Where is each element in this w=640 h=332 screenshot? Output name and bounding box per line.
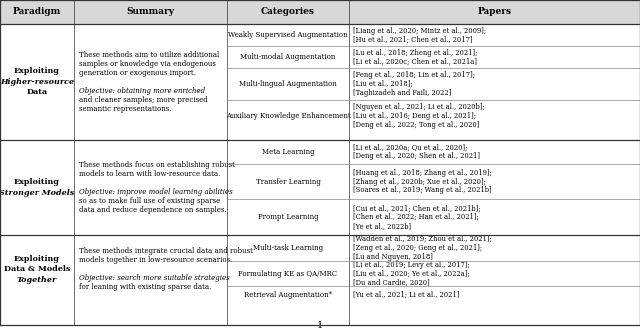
Text: Weakly Supervised Augmentation: Weakly Supervised Augmentation: [228, 31, 348, 39]
Text: Formulating KE as QA/MRC: Formulating KE as QA/MRC: [239, 270, 337, 278]
Text: generation or exogenous import.: generation or exogenous import.: [79, 69, 196, 77]
Text: [Deng et al., 2020; Shen et al., 2021]: [Deng et al., 2020; Shen et al., 2021]: [353, 152, 479, 160]
Text: [Liang et al., 2020; Mintz et al., 2009];: [Liang et al., 2020; Mintz et al., 2009]…: [353, 27, 486, 35]
Text: Objective: obtaining more enriched: Objective: obtaining more enriched: [79, 87, 205, 95]
Bar: [0, 0, 640, 24]
Text: Data: Data: [26, 88, 47, 96]
Text: [Zhang et al., 2020b; Xue et al., 2020];: [Zhang et al., 2020b; Xue et al., 2020];: [353, 178, 486, 186]
Text: [Li et al., 2019; Levy et al., 2017];: [Li et al., 2019; Levy et al., 2017];: [353, 261, 469, 269]
Text: [Deng et al., 2022; Tong et al., 2020]: [Deng et al., 2022; Tong et al., 2020]: [353, 121, 479, 129]
Text: Papers: Papers: [477, 7, 511, 17]
Text: Transfer Learning: Transfer Learning: [255, 178, 321, 186]
Text: Paradigm: Paradigm: [13, 7, 61, 17]
Text: Stronger Models: Stronger Models: [0, 189, 74, 197]
Text: Meta Learning: Meta Learning: [262, 148, 314, 156]
Text: [Taghizadeh and Faili, 2022]: [Taghizadeh and Faili, 2022]: [353, 89, 451, 97]
Text: Multi-lingual Augmentation: Multi-lingual Augmentation: [239, 80, 337, 88]
Text: Exploiting: Exploiting: [14, 178, 60, 186]
Text: Multi-task Learning: Multi-task Learning: [253, 244, 323, 252]
Text: These methods aim to utilize additional: These methods aim to utilize additional: [79, 51, 219, 59]
Text: These methods integrate crucial data and robust: These methods integrate crucial data and…: [79, 247, 253, 255]
Text: [Cui et al., 2021; Chen et al., 2021b];: [Cui et al., 2021; Chen et al., 2021b];: [353, 204, 480, 212]
Text: [Li et al., 2020c; Chen et al., 2021a]: [Li et al., 2020c; Chen et al., 2021a]: [353, 57, 477, 65]
Text: [Feng et al., 2018; Lin et al., 2017];: [Feng et al., 2018; Lin et al., 2017];: [353, 71, 475, 79]
Text: [Liu et al., 2018];: [Liu et al., 2018];: [353, 80, 412, 88]
Text: semantic representations.: semantic representations.: [79, 105, 172, 113]
Text: [Liu et al., 2016; Deng et al., 2021];: [Liu et al., 2016; Deng et al., 2021];: [353, 112, 476, 120]
Text: [Soares et al., 2019; Wang et al., 2021b]: [Soares et al., 2019; Wang et al., 2021b…: [353, 186, 492, 194]
Text: Multi-modal Augmentation: Multi-modal Augmentation: [240, 53, 336, 61]
Text: Objective: search more suitable strategies: Objective: search more suitable strategi…: [79, 274, 230, 282]
Text: [Liu et al., 2020; Ye et al., 2022a];: [Liu et al., 2020; Ye et al., 2022a];: [353, 270, 469, 278]
Text: [Zeng et al., 2020; Geng et al., 2021];: [Zeng et al., 2020; Geng et al., 2021];: [353, 244, 482, 252]
Text: [Lu et al., 2018; Zheng et al., 2021];: [Lu et al., 2018; Zheng et al., 2021];: [353, 48, 477, 56]
Text: [Du and Cardie, 2020]: [Du and Cardie, 2020]: [353, 279, 429, 287]
Text: [Hu et al., 2021; Chen et al., 2017]: [Hu et al., 2021; Chen et al., 2017]: [353, 35, 472, 43]
Text: Exploiting: Exploiting: [14, 67, 60, 75]
Text: and cleaner samples; more precised: and cleaner samples; more precised: [79, 96, 207, 104]
Text: Exploiting: Exploiting: [14, 255, 60, 263]
Text: samples or knowledge via endogenous: samples or knowledge via endogenous: [79, 60, 216, 68]
Text: [Li et al., 2020a; Qu et al., 2020];: [Li et al., 2020a; Qu et al., 2020];: [353, 143, 467, 151]
Text: 1: 1: [317, 321, 323, 330]
Text: Data & Models: Data & Models: [4, 265, 70, 273]
Text: Categories: Categories: [261, 7, 315, 17]
Text: Together: Together: [17, 276, 57, 284]
Text: for leaning with existing sparse data.: for leaning with existing sparse data.: [79, 283, 211, 291]
Text: Summary: Summary: [126, 7, 174, 17]
Text: These methods focus on establishing robust: These methods focus on establishing robu…: [79, 161, 235, 169]
Text: Auxiliary Knowledge Enhancement: Auxiliary Knowledge Enhancement: [226, 112, 350, 120]
Text: Retrieval Augmentation*: Retrieval Augmentation*: [244, 291, 332, 299]
Text: [Nguyen et al., 2021; Li et al., 2020b];: [Nguyen et al., 2021; Li et al., 2020b];: [353, 103, 484, 111]
Text: [Ye et al., 2022b]: [Ye et al., 2022b]: [353, 222, 411, 230]
Text: models together in low-resource scenarios.: models together in low-resource scenario…: [79, 256, 232, 264]
Text: [Lu and Nguyen, 2018]: [Lu and Nguyen, 2018]: [353, 253, 433, 261]
Text: [Yu et al., 2021; Li et al., 2021]: [Yu et al., 2021; Li et al., 2021]: [353, 291, 459, 299]
Text: models to learn with low-resource data.: models to learn with low-resource data.: [79, 170, 220, 178]
Text: so as to make full use of existing sparse: so as to make full use of existing spars…: [79, 197, 220, 205]
Text: [Huang et al., 2018; Zhang et al., 2019];: [Huang et al., 2018; Zhang et al., 2019]…: [353, 169, 492, 177]
Text: [Chen et al., 2022; Han et al., 2021];: [Chen et al., 2022; Han et al., 2021];: [353, 213, 478, 221]
Text: Prompt Learning: Prompt Learning: [258, 213, 318, 221]
Text: data and reduce dependence on samples.: data and reduce dependence on samples.: [79, 206, 227, 214]
Text: Higher-resource: Higher-resource: [0, 78, 74, 86]
Text: Objective: improve model learning abilities: Objective: improve model learning abilit…: [79, 188, 232, 196]
Text: [Wadden et al., 2019; Zhou et al., 2021];: [Wadden et al., 2019; Zhou et al., 2021]…: [353, 235, 492, 243]
